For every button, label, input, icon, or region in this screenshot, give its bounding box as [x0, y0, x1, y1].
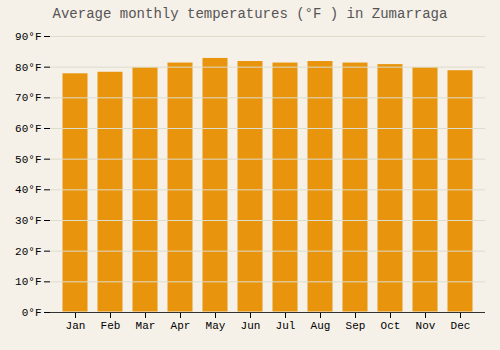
svg-text:20°F: 20°F: [15, 246, 41, 258]
svg-text:10°F: 10°F: [15, 276, 41, 288]
svg-text:Dec: Dec: [451, 320, 471, 332]
svg-text:Sep: Sep: [346, 320, 366, 332]
svg-text:Feb: Feb: [101, 320, 121, 332]
svg-text:May: May: [206, 320, 226, 332]
svg-text:50°F: 50°F: [15, 154, 41, 166]
html-text:Average monthly temperatures (: Average monthly temperatures (°F ) in Zu…: [52, 6, 448, 22]
svg-text:Nov: Nov: [416, 320, 436, 332]
svg-text:Oct: Oct: [381, 320, 401, 332]
svg-text:Jul: Jul: [276, 320, 296, 332]
svg-text:Jan: Jan: [66, 320, 86, 332]
svg-text:40°F: 40°F: [15, 184, 41, 196]
svg-text:Apr: Apr: [171, 320, 191, 332]
svg-text:Mar: Mar: [136, 320, 156, 332]
svg-text:60°F: 60°F: [15, 123, 41, 135]
svg-text:80°F: 80°F: [15, 62, 41, 74]
svg-text:Aug: Aug: [311, 320, 331, 332]
svg-text:Jun: Jun: [241, 320, 261, 332]
svg-text:30°F: 30°F: [15, 215, 41, 227]
svg-text:90°F: 90°F: [15, 31, 41, 43]
svg-text:0°F: 0°F: [22, 307, 42, 319]
svg-text:70°F: 70°F: [15, 92, 41, 104]
